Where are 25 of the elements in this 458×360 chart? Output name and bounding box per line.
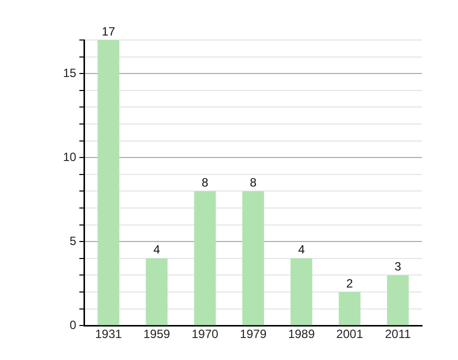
- y-tick-label: 10: [62, 150, 77, 164]
- x-tick-label: 1979: [240, 327, 267, 342]
- x-tick-label: 1931: [95, 327, 122, 342]
- bar: [338, 292, 360, 326]
- x-tick-label: 1970: [192, 327, 219, 342]
- data-label: 17: [102, 24, 116, 38]
- y-tick-label: 0: [70, 318, 77, 332]
- data-label: 4: [298, 242, 306, 257]
- data-label: 2: [346, 276, 354, 290]
- bar: [242, 191, 264, 326]
- data-label: 8: [202, 176, 209, 190]
- y-tick-label: 15: [62, 66, 77, 80]
- x-tick-label: 2011: [384, 327, 412, 342]
- bar: [194, 191, 216, 326]
- bar: [290, 258, 312, 326]
- y-tick-label: 5: [70, 234, 77, 248]
- data-label: 3: [394, 260, 402, 274]
- x-tick-label: 2001: [336, 327, 364, 342]
- bar: [146, 258, 168, 326]
- data-label: 4: [153, 242, 160, 257]
- x-tick-label: 1959: [143, 327, 170, 342]
- bar: [98, 40, 120, 326]
- x-tick-label: 1989: [288, 327, 316, 342]
- bar: [387, 275, 409, 326]
- data-label: 8: [250, 176, 257, 190]
